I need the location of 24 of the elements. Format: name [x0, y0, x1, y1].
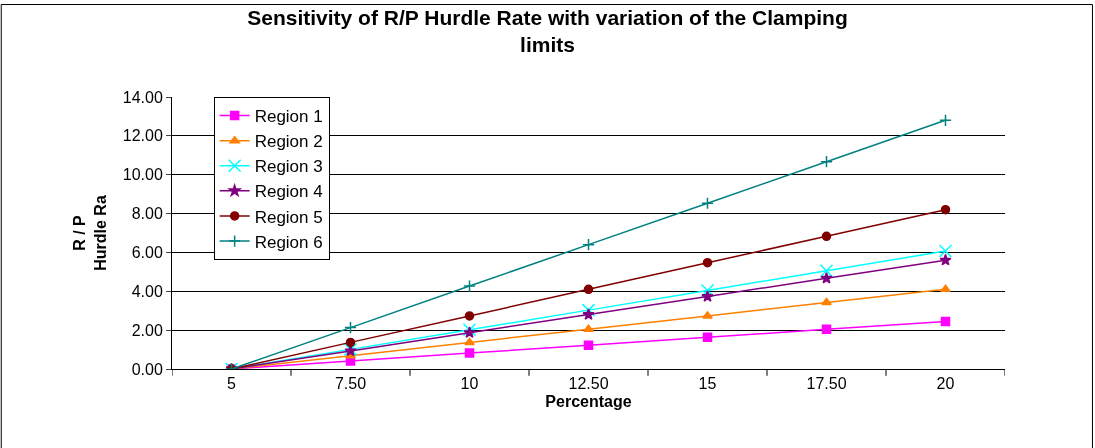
x-tick-label: 5: [227, 375, 237, 393]
y-tick-label: 0.00: [131, 360, 163, 378]
legend-label: Region 5: [254, 207, 323, 227]
x-tick-label: 12.50: [568, 375, 609, 393]
legend-label: Region 4: [254, 182, 323, 202]
x-tick-label: 17.50: [806, 375, 847, 393]
y-tick-label: 12.00: [122, 127, 163, 145]
legend-label: Region 1: [254, 107, 323, 127]
y-tick-label: 10.00: [122, 166, 163, 184]
x-axis-title: Percentage: [545, 392, 632, 410]
legend-label: Region 2: [254, 132, 323, 152]
legend-label: Region 3: [254, 157, 323, 177]
y-tick-label: 14.00: [122, 88, 163, 106]
legend-label: Region 6: [254, 232, 323, 252]
x-tick-label: 7.50: [334, 375, 367, 393]
y-tick-label: 8.00: [131, 205, 163, 223]
y-tick-label: 2.00: [131, 321, 163, 339]
y-tick-label: 4.00: [131, 282, 163, 300]
y-tick-label: 6.00: [131, 244, 163, 262]
y-axis-title: R / P Hurdle Ra: [70, 195, 109, 271]
x-tick-label: 20: [936, 375, 955, 393]
x-tick-label: 10: [460, 375, 479, 393]
x-tick-label: 15: [698, 375, 717, 393]
chart-title: Sensitivity of R/P Hurdle Rate with variation of the Clamping limits: [247, 6, 848, 57]
